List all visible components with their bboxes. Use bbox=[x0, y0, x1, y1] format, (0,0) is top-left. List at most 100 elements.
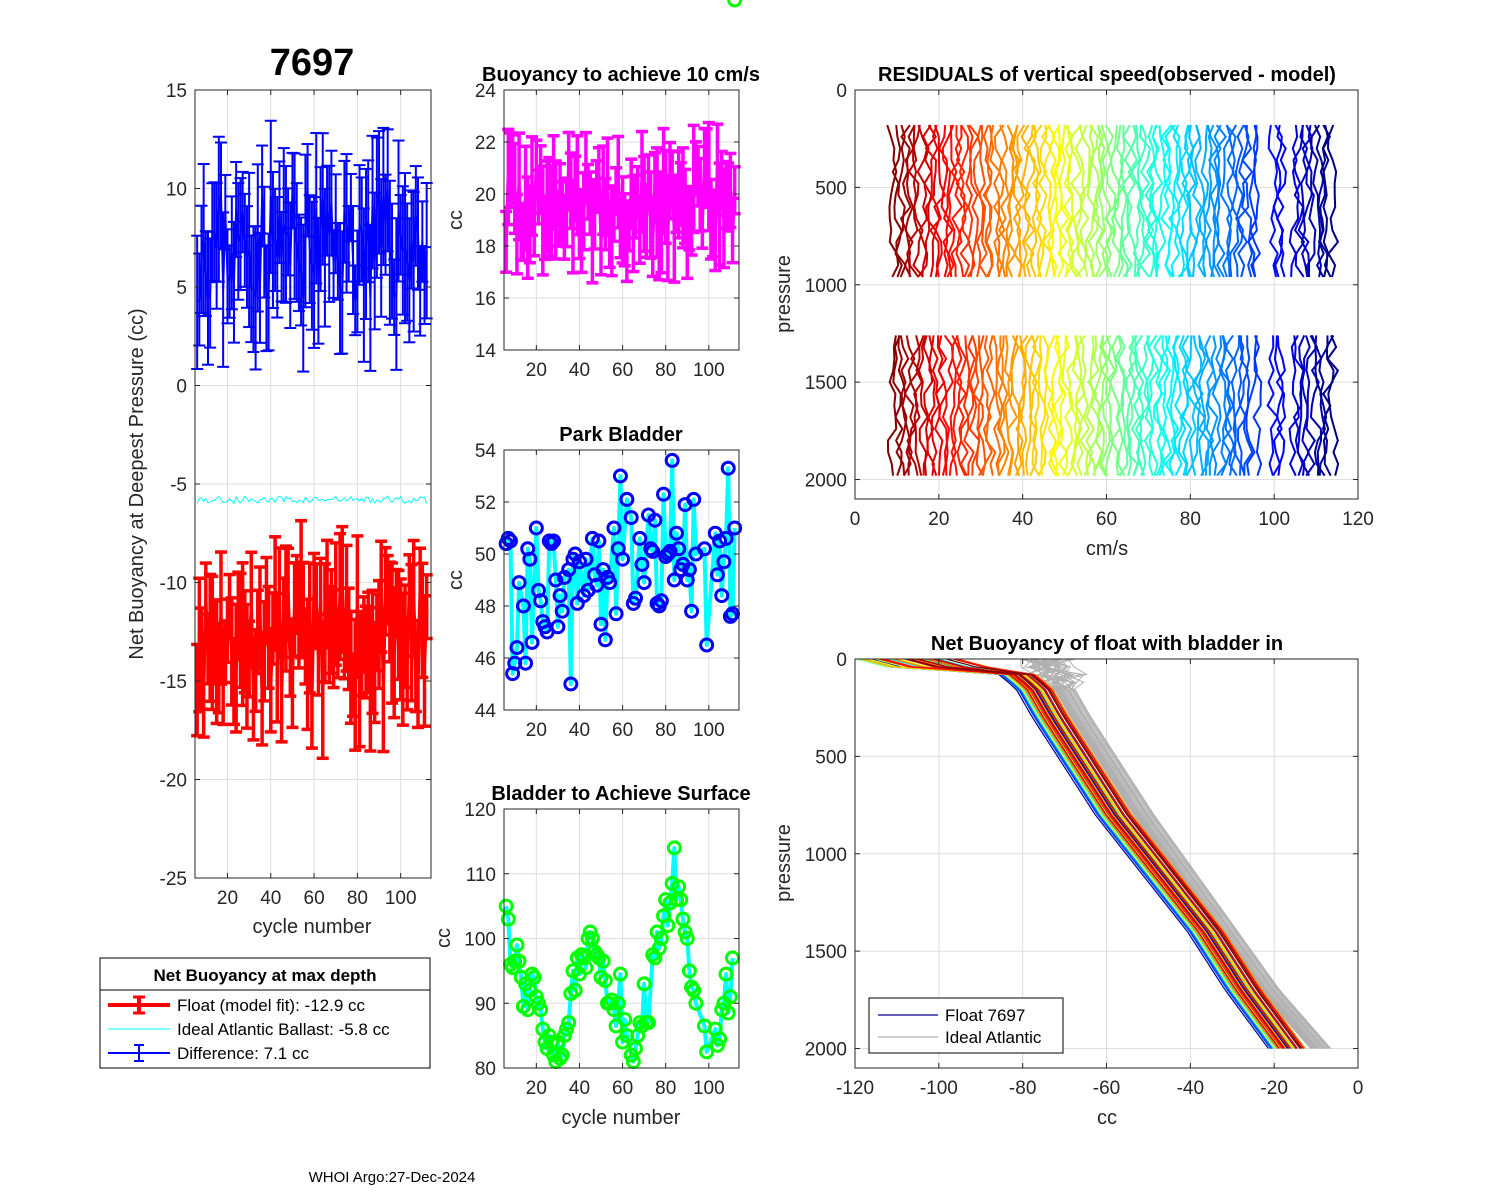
data-point bbox=[561, 1015, 577, 1031]
residual-profile bbox=[1074, 124, 1087, 278]
y-tick-label: 18 bbox=[475, 237, 496, 258]
data-point bbox=[640, 1015, 656, 1031]
y-axis-label: cc bbox=[445, 210, 467, 230]
residual-profile bbox=[903, 335, 917, 476]
residual-profile bbox=[886, 335, 898, 476]
data-point bbox=[608, 606, 624, 622]
tick-labels: -120 -100 -80 -60 -40 -20 0 0 500 1000 1500 2000 bbox=[805, 650, 1364, 1099]
error-bar bbox=[418, 246, 431, 325]
residual-profile bbox=[1103, 124, 1117, 278]
y-tick-label: -5 bbox=[170, 475, 187, 496]
residual-profile bbox=[1117, 125, 1129, 278]
residual-profile bbox=[1122, 335, 1134, 476]
residual-profile bbox=[1219, 335, 1233, 477]
residual-profile bbox=[1305, 334, 1319, 477]
data-point bbox=[556, 1028, 572, 1044]
data-point bbox=[511, 575, 527, 591]
y-tick-label: 110 bbox=[466, 865, 496, 886]
x-tick-label: 20 bbox=[526, 360, 547, 381]
residual-profile bbox=[972, 335, 985, 477]
y-axis-label: pressure bbox=[773, 824, 795, 902]
chart-title: Park Bladder bbox=[559, 424, 683, 446]
residual-profile bbox=[1326, 124, 1340, 278]
residual-profile bbox=[941, 124, 955, 278]
data-point bbox=[656, 486, 672, 502]
data-point bbox=[666, 840, 682, 856]
data-point bbox=[548, 572, 564, 588]
data-point bbox=[610, 995, 626, 1011]
data-point bbox=[602, 575, 618, 591]
y-tick-label: 0 bbox=[836, 650, 847, 671]
legend-label: Difference: 7.1 cc bbox=[177, 1044, 309, 1063]
float-profile bbox=[945, 659, 1301, 1049]
y-tick-label: 120 bbox=[464, 800, 496, 821]
x-tick-label: 20 bbox=[526, 1078, 547, 1099]
residual-profile bbox=[1084, 124, 1096, 278]
x-tick-label: 100 bbox=[1258, 509, 1290, 530]
float-id-title: 7697 bbox=[270, 42, 355, 84]
residual-profile bbox=[998, 335, 1010, 477]
buoyancy-10cms-panel: Buoyancy to achieve 10 cm/s 20 40 60 80 100 1… bbox=[445, 64, 760, 381]
float-profile bbox=[884, 659, 1286, 1049]
data-point bbox=[582, 924, 598, 940]
data-point bbox=[552, 588, 568, 604]
residual-profile bbox=[1313, 124, 1325, 278]
y-tick-label: 24 bbox=[475, 81, 497, 102]
ideal-profile bbox=[1033, 659, 1327, 1049]
data-point bbox=[673, 892, 689, 908]
error-bar bbox=[416, 561, 429, 680]
data-point bbox=[524, 634, 540, 650]
data-point bbox=[653, 593, 669, 609]
float-profile bbox=[907, 659, 1280, 1049]
data-point bbox=[645, 543, 661, 559]
data-point bbox=[688, 995, 704, 1011]
data-point bbox=[679, 931, 695, 946]
residual-profile bbox=[1212, 124, 1222, 278]
residual-profile bbox=[1292, 125, 1306, 278]
data-point bbox=[660, 918, 676, 934]
float-profile bbox=[880, 659, 1288, 1049]
x-tick-label: -40 bbox=[1177, 1078, 1204, 1099]
ideal-profile bbox=[1023, 659, 1319, 1049]
data-point bbox=[681, 963, 697, 979]
residual-profile bbox=[1092, 124, 1105, 278]
data-point bbox=[677, 924, 693, 940]
residual-profile bbox=[1215, 124, 1228, 278]
float-profile bbox=[953, 659, 1298, 1049]
x-tick-label: 20 bbox=[928, 509, 949, 530]
error-bar bbox=[618, 192, 631, 268]
data-point bbox=[617, 1011, 633, 1027]
residual-profile bbox=[1241, 125, 1254, 278]
tick-labels: 20 40 60 80 100 44 46 48 50 52 54 bbox=[475, 441, 739, 741]
residual-profile bbox=[1322, 124, 1332, 278]
residual-profile bbox=[1173, 335, 1184, 477]
x-tick-label: 80 bbox=[347, 888, 368, 909]
y-tick-label: -20 bbox=[160, 771, 187, 792]
y-axis-label: cc bbox=[445, 570, 467, 590]
residual-profile bbox=[963, 335, 976, 476]
error-bar bbox=[234, 177, 247, 291]
y-tick-label: 0 bbox=[836, 81, 847, 102]
residual-profile bbox=[946, 125, 958, 278]
y-tick-label: -15 bbox=[160, 672, 187, 693]
residual-profile bbox=[937, 335, 949, 476]
plot-data bbox=[498, 452, 743, 692]
residual-profile bbox=[955, 335, 968, 477]
y-tick-label: 1000 bbox=[805, 276, 847, 297]
data-point bbox=[709, 567, 725, 583]
float-profile bbox=[908, 659, 1294, 1049]
error-bar bbox=[364, 605, 377, 753]
data-point bbox=[559, 1021, 575, 1037]
tick-labels: 0 20 40 60 80 100 120 0 500 1000 1500 2000 bbox=[805, 81, 1374, 530]
x-tick-label: 60 bbox=[612, 360, 633, 381]
residual-profile bbox=[1010, 124, 1024, 278]
error-bar bbox=[340, 153, 353, 294]
float-profile bbox=[916, 659, 1304, 1049]
residual-profile bbox=[1006, 335, 1019, 476]
residual-profile bbox=[1086, 335, 1100, 476]
data-point bbox=[647, 512, 663, 528]
y-tick-label: 1500 bbox=[805, 373, 847, 394]
x-tick-label: 40 bbox=[1012, 509, 1033, 530]
residual-profile bbox=[1028, 335, 1038, 477]
float-profile bbox=[908, 659, 1303, 1049]
